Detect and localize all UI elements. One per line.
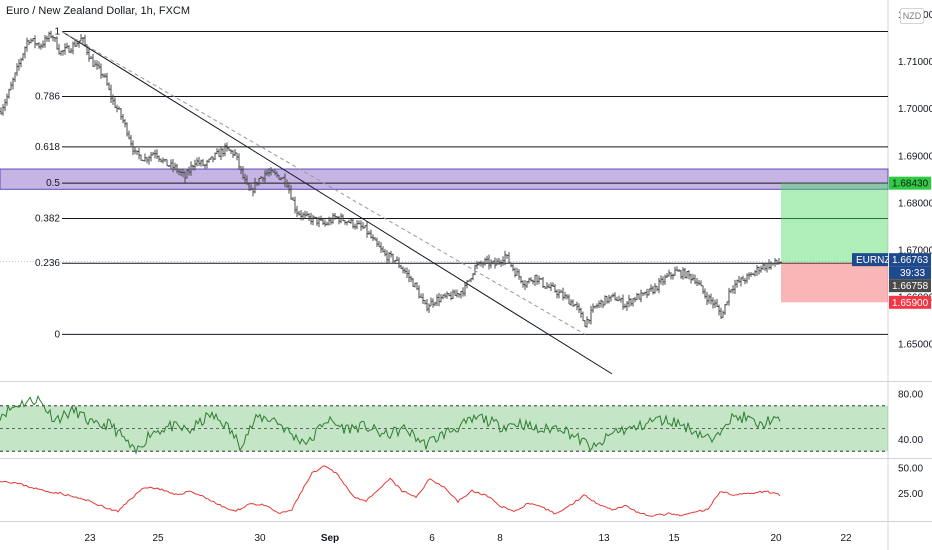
stop-price-tag: 1.65900	[892, 298, 929, 309]
fib-level-label: 0.382	[35, 213, 60, 224]
time-tick-label: 23	[84, 533, 96, 544]
trend-line-dashed	[61, 31, 586, 335]
currency-badge[interactable]: NZD	[900, 8, 924, 24]
time-tick-label: 15	[668, 533, 680, 544]
stop-price-tag-bg	[889, 295, 931, 309]
countdown-tag-bg	[889, 266, 931, 280]
price-tick-label: 1.68000	[898, 198, 932, 209]
price-tick-label: 1.65000	[898, 340, 932, 351]
price-tick-label: 1.71000	[898, 57, 932, 68]
time-tick-label: 20	[770, 533, 782, 544]
price-tick-label: 1.70000	[898, 104, 932, 115]
price-tick-label: 1.69000	[898, 151, 932, 162]
time-tick-label: 25	[152, 533, 164, 544]
time-tick-label: 13	[598, 533, 610, 544]
price-tick-label: 1.67000	[898, 246, 932, 257]
trend-line	[61, 31, 613, 375]
fib-level-label: 0.618	[35, 142, 60, 153]
fib-level-label: 0.5	[46, 178, 60, 189]
symbol-tag: EURNZD	[856, 255, 898, 266]
rsi-line	[0, 394, 781, 455]
time-tick-label: 8	[497, 533, 503, 544]
supply-zone-band	[0, 168, 889, 190]
indicator-tick-label: 50.00	[898, 463, 923, 474]
countdown-tag: 39:33	[900, 268, 925, 279]
chart-title: Euro / New Zealand Dollar, 1h, FXCM	[6, 5, 191, 17]
indicator-line	[0, 465, 781, 517]
time-tick-label: 22	[840, 533, 852, 544]
stop-loss-box	[781, 262, 888, 303]
target-price-tag: 1.68430	[892, 179, 929, 190]
bid-price-tag-bg	[889, 279, 931, 293]
last-price-tag-bg	[889, 253, 931, 267]
time-tick-label: 6	[429, 533, 435, 544]
fib-level-label: 0.786	[35, 92, 60, 103]
indicator-tick-label: 25.00	[898, 489, 923, 500]
last-price-tag: 1.66763	[892, 255, 929, 266]
fib-level-label: 1	[54, 27, 60, 38]
rsi-tick-label: 40.00	[898, 435, 923, 446]
time-tick-label: 30	[254, 533, 266, 544]
profit-target-box	[781, 183, 888, 263]
fib-level-label: 0	[54, 329, 60, 340]
time-tick-label: Sep	[321, 533, 339, 544]
target-price-tag-bg	[889, 176, 931, 190]
bid-price-tag: 1.66758	[892, 281, 929, 292]
symbol-tag-bg	[852, 253, 888, 267]
rsi-tick-label: 80.00	[898, 389, 923, 400]
fib-level-label: 0.236	[35, 258, 60, 269]
